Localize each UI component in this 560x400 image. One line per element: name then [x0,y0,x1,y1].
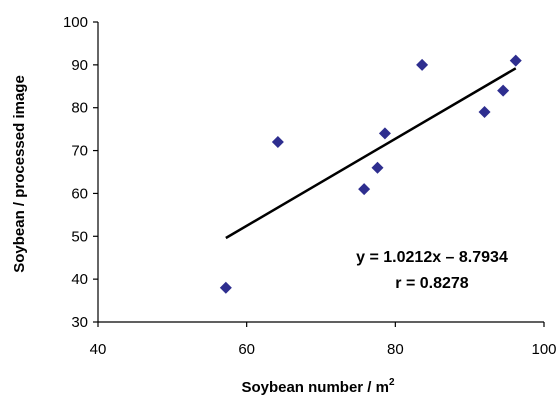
x-axis-title-main: Soybean number / m [241,379,389,396]
data-point [358,183,371,196]
x-axis-title: Soybean number / m2 [241,377,395,396]
y-tick-label: 40 [71,271,88,288]
data-point [497,84,510,97]
y-axis-ticks: 30 40 50 60 70 80 90 100 [63,14,98,331]
x-tick-label: 80 [387,341,404,358]
x-tick-label: 60 [238,341,255,358]
trendline [225,67,517,240]
x-tick-label: 40 [90,341,107,358]
y-tick-label: 30 [71,314,88,331]
data-point [416,58,429,71]
data-point [371,161,384,174]
data-point [509,54,522,67]
y-tick-label: 90 [71,57,88,74]
regression-equation: y = 1.0212x – 8.7934 [356,249,508,266]
y-tick-label: 70 [71,143,88,160]
x-tick-label: 100 [531,341,556,358]
data-point [478,106,491,118]
x-axis-title-superscript: 2 [389,377,395,388]
y-tick-label: 100 [63,14,88,31]
axes [97,22,544,323]
y-tick-label: 60 [71,185,88,202]
data-point [378,127,391,140]
y-tick-label: 80 [71,100,88,117]
y-tick-label: 50 [71,228,88,245]
trendline-group [225,67,517,240]
data-points [219,54,522,294]
y-axis-title: Soybean / processed image [11,75,28,273]
x-axis-ticks: 40 60 80 100 [90,322,557,358]
correlation-coefficient: r = 0.8278 [395,275,469,292]
data-point [271,136,284,148]
data-point [219,281,232,294]
